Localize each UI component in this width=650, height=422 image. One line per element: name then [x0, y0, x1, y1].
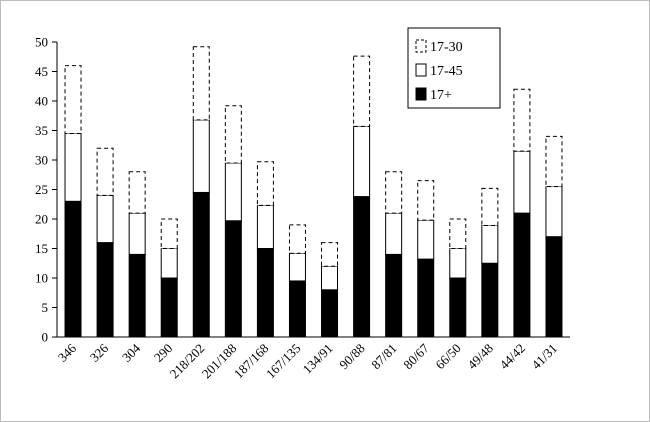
bar-segment — [192, 119, 210, 193]
bar-segment — [96, 147, 114, 196]
bar-segment — [128, 171, 146, 214]
bar-segment — [128, 253, 146, 338]
y-tick-label: 30 — [35, 153, 48, 168]
bar-segment — [192, 46, 210, 121]
legend-label: 17+ — [430, 88, 452, 103]
bar-segment — [64, 132, 82, 202]
bar-segment — [256, 204, 274, 249]
bar-segment — [160, 277, 178, 338]
y-tick-label: 0 — [42, 330, 49, 345]
bar-segment — [481, 224, 499, 264]
bar-segment — [321, 289, 339, 338]
bar-segment — [256, 161, 274, 206]
legend-swatch — [415, 87, 427, 101]
bar-segment — [481, 187, 499, 226]
bar-segment — [224, 105, 242, 164]
bar-segment — [192, 191, 210, 338]
bar-segment — [353, 125, 371, 198]
bar-segment — [385, 212, 403, 255]
y-tick-label: 15 — [35, 241, 48, 256]
bar-segment — [385, 171, 403, 214]
y-tick-label: 20 — [35, 212, 48, 227]
bar-segment — [449, 277, 467, 338]
bar-segment — [545, 186, 563, 238]
bar-segment — [321, 242, 339, 267]
bar-segment — [224, 220, 242, 338]
bar-segment — [160, 248, 178, 279]
bar-segment — [417, 258, 435, 338]
bar-segment — [513, 212, 531, 338]
bar-segment — [288, 224, 306, 254]
bar-segment — [513, 88, 531, 152]
legend-swatch — [415, 63, 427, 77]
bar-segment — [128, 212, 146, 255]
bar-segment — [545, 236, 563, 338]
bar-segment — [417, 180, 435, 221]
legend-swatch — [415, 39, 427, 53]
bar-segment — [96, 242, 114, 338]
bar-segment — [96, 194, 114, 244]
y-tick-label: 50 — [35, 35, 48, 50]
bar-segment — [417, 219, 435, 260]
legend-label: 17-30 — [430, 40, 463, 55]
y-tick-label: 40 — [35, 94, 48, 109]
bar-segment — [545, 135, 563, 188]
bar-segment — [160, 218, 178, 249]
bar-segment — [513, 150, 531, 214]
bar-segment — [64, 65, 82, 134]
bar-segment — [449, 248, 467, 279]
bar-segment — [64, 200, 82, 338]
bar-segment — [481, 262, 499, 338]
y-tick-label: 10 — [35, 271, 48, 286]
bar-segment — [288, 280, 306, 338]
bar-segment — [321, 265, 339, 291]
bar-segment — [288, 252, 306, 282]
y-tick-label: 5 — [42, 300, 49, 315]
legend-label: 17-45 — [430, 64, 463, 79]
bar-segment — [385, 253, 403, 338]
bar-segment — [224, 162, 242, 222]
bar-segment — [353, 55, 371, 127]
y-tick-label: 45 — [35, 64, 48, 79]
bar-segment — [449, 218, 467, 249]
y-tick-label: 35 — [35, 123, 48, 138]
y-tick-label: 25 — [35, 182, 48, 197]
bar-segment — [256, 248, 274, 338]
bar-segment — [353, 196, 371, 338]
